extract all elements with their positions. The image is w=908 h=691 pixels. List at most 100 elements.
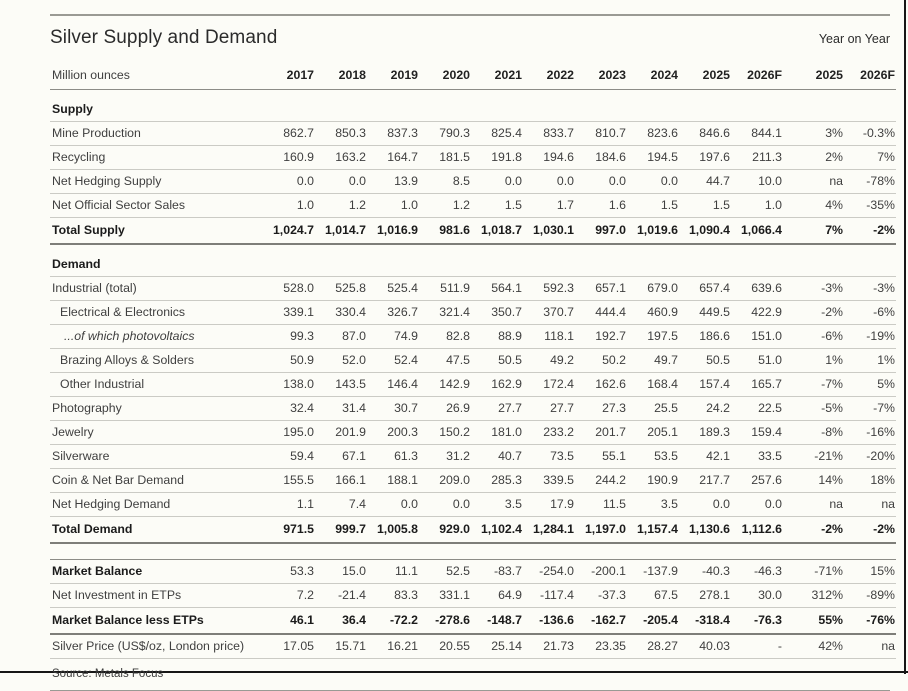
value-cell: 0.0 xyxy=(263,169,315,194)
value-cell: 657.1 xyxy=(575,276,627,301)
value-cell: 1,130.6 xyxy=(679,516,731,544)
table-row: Net Hedging Supply 0.0 0.0 13.9 8.5 0.0 0.0 0.0… xyxy=(50,169,896,194)
table-row: ...of which photovoltaics 99.3 87.0 74.9 82.… xyxy=(50,324,896,349)
column-gap xyxy=(783,607,792,635)
column-gap xyxy=(783,559,792,584)
yoy-cell: -76% xyxy=(844,607,896,635)
value-cell: 163.2 xyxy=(315,145,367,170)
value-cell: -162.7 xyxy=(575,607,627,635)
value-cell: 639.6 xyxy=(731,276,783,301)
yoy-cell: -2% xyxy=(844,516,896,544)
value-cell: 1.5 xyxy=(471,193,523,218)
column-gap xyxy=(783,492,792,517)
value-cell: 525.4 xyxy=(367,276,419,301)
value-cell: 195.0 xyxy=(263,420,315,445)
yoy-cell: -7% xyxy=(792,372,844,397)
row-label: Net Hedging Demand xyxy=(50,492,263,517)
value-cell: 164.7 xyxy=(367,145,419,170)
spacer-row xyxy=(50,543,896,560)
value-cell: 460.9 xyxy=(627,300,679,325)
row-label: Market Balance less ETPs xyxy=(50,607,263,635)
value-cell: 825.4 xyxy=(471,121,523,146)
value-cell: 837.3 xyxy=(367,121,419,146)
value-cell: 49.7 xyxy=(627,348,679,373)
value-cell: 184.6 xyxy=(575,145,627,170)
value-cell: 1.5 xyxy=(679,193,731,218)
value-cell: 165.7 xyxy=(731,372,783,397)
column-gap xyxy=(783,217,792,245)
value-cell: 52.0 xyxy=(315,348,367,373)
table-row: Net Official Sector Sales 1.0 1.2 1.0 1.2 1.5… xyxy=(50,193,896,218)
value-cell: 339.5 xyxy=(523,468,575,493)
value-cell: 7.4 xyxy=(315,492,367,517)
value-cell: 53.3 xyxy=(263,559,315,584)
value-cell: 67.1 xyxy=(315,444,367,469)
yoy-cell: 55% xyxy=(792,607,844,635)
value-cell: 67.5 xyxy=(627,583,679,608)
column-gap xyxy=(783,121,792,146)
value-cell: 1,157.4 xyxy=(627,516,679,544)
column-gap xyxy=(783,583,792,608)
row-label: Net Official Sector Sales xyxy=(50,193,263,218)
value-cell: 862.7 xyxy=(263,121,315,146)
table-row: Other Industrial 138.0 143.5 146.4 142.9 162.… xyxy=(50,372,896,397)
year-column-header: 2023 xyxy=(575,62,627,90)
value-cell: -21.4 xyxy=(315,583,367,608)
yoy-cell: -2% xyxy=(792,300,844,325)
column-gap xyxy=(783,444,792,469)
yoy-column-header: 2025 xyxy=(792,62,844,90)
value-cell: 331.1 xyxy=(419,583,471,608)
value-cell: 525.8 xyxy=(315,276,367,301)
value-cell: 59.4 xyxy=(263,444,315,469)
value-cell: 211.3 xyxy=(731,145,783,170)
value-cell: 82.8 xyxy=(419,324,471,349)
value-cell: 194.5 xyxy=(627,145,679,170)
value-cell: 23.35 xyxy=(575,634,627,659)
column-gap xyxy=(783,169,792,194)
value-cell: 321.4 xyxy=(419,300,471,325)
yoy-cell: 14% xyxy=(792,468,844,493)
value-cell: 8.5 xyxy=(419,169,471,194)
column-gap xyxy=(783,145,792,170)
value-cell: -40.3 xyxy=(679,559,731,584)
value-cell: 592.3 xyxy=(523,276,575,301)
value-cell: -72.2 xyxy=(367,607,419,635)
value-cell: 191.8 xyxy=(471,145,523,170)
value-cell: 197.6 xyxy=(679,145,731,170)
column-gap xyxy=(783,420,792,445)
value-cell: 27.7 xyxy=(471,396,523,421)
value-cell: 444.4 xyxy=(575,300,627,325)
year-column-header: 2020 xyxy=(419,62,471,90)
value-cell: 138.0 xyxy=(263,372,315,397)
row-label: Market Balance xyxy=(50,559,263,584)
table-row: Recycling 160.9 163.2 164.7 181.5 191.8 194.6 1… xyxy=(50,145,896,170)
value-cell: 197.5 xyxy=(627,324,679,349)
unit-label: Million ounces xyxy=(50,62,263,90)
value-cell: 28.27 xyxy=(627,634,679,659)
value-cell: 1,112.6 xyxy=(731,516,783,544)
value-cell: 657.4 xyxy=(679,276,731,301)
value-cell: 1,284.1 xyxy=(523,516,575,544)
value-cell: 833.7 xyxy=(523,121,575,146)
value-cell: 87.0 xyxy=(315,324,367,349)
value-cell: 190.9 xyxy=(627,468,679,493)
value-cell: 285.3 xyxy=(471,468,523,493)
column-gap xyxy=(783,396,792,421)
value-cell: 36.4 xyxy=(315,607,367,635)
value-cell: -76.3 xyxy=(731,607,783,635)
yoy-cell: na xyxy=(844,492,896,517)
value-cell: 88.9 xyxy=(471,324,523,349)
value-cell: 189.3 xyxy=(679,420,731,445)
value-cell: 27.7 xyxy=(523,396,575,421)
value-cell: 850.3 xyxy=(315,121,367,146)
yoy-cell: 7% xyxy=(844,145,896,170)
value-cell: 73.5 xyxy=(523,444,575,469)
year-column-header: 2026F xyxy=(731,62,783,90)
table-row: Jewelry 195.0 201.9 200.3 150.2 181.0 233.2 201… xyxy=(50,420,896,445)
value-cell: 257.6 xyxy=(731,468,783,493)
column-gap xyxy=(783,516,792,544)
value-cell: 118.1 xyxy=(523,324,575,349)
value-cell: -200.1 xyxy=(575,559,627,584)
column-gap xyxy=(783,372,792,397)
yoy-cell: -20% xyxy=(844,444,896,469)
